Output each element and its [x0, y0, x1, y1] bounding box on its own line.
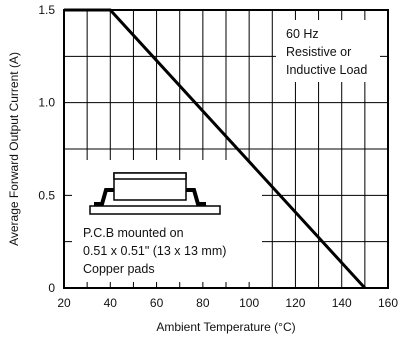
- note-line-size: 0.51 x 0.51" (13 x 13 mm): [83, 244, 226, 258]
- derating-curve: [64, 8, 366, 290]
- x-tick-label: 100: [239, 296, 259, 310]
- y-tick-label: 1.5: [38, 3, 55, 17]
- y-tick-labels: 0 0.5 1.0 1.5: [38, 3, 55, 295]
- top-right-note-background: [276, 20, 380, 82]
- x-tick-label: 160: [378, 296, 398, 310]
- y-axis-title: Average Forward Output Current (A): [7, 52, 21, 246]
- x-tick-label: 120: [285, 296, 305, 310]
- note-line-load-2: Inductive Load: [286, 63, 367, 77]
- note-line-frequency: 60 Hz: [286, 27, 319, 41]
- y-tick-label: 0.5: [38, 188, 55, 202]
- bottom-left-note: P.C.B mounted on 0.51 x 0.51" (13 x 13 m…: [83, 226, 230, 276]
- x-tick-label: 140: [332, 296, 352, 310]
- y-tick-label: 1.0: [38, 96, 55, 110]
- note-line-load-1: Resistive or: [286, 45, 351, 59]
- note-line-pads: Copper pads: [83, 262, 155, 276]
- x-tick-labels: 20 40 60 80 100 120 140 160: [57, 296, 398, 310]
- package-top: [113, 172, 187, 180]
- x-tick-label: 60: [150, 296, 164, 310]
- pcb-board: [89, 205, 221, 215]
- y-tick-label: 0: [48, 281, 55, 295]
- note-line-mount: P.C.B mounted on: [83, 226, 184, 240]
- pcb-package-icon: [89, 172, 221, 215]
- x-tick-label: 80: [196, 296, 210, 310]
- top-right-note: 60 Hz Resistive or Inductive Load: [286, 27, 367, 77]
- left-lead: [94, 188, 114, 206]
- x-tick-label: 20: [57, 296, 71, 310]
- right-lead: [186, 188, 206, 206]
- plot-frame: [63, 9, 389, 289]
- x-axis-title: Ambient Temperature (°C): [156, 320, 295, 334]
- x-tick-label: 40: [104, 296, 118, 310]
